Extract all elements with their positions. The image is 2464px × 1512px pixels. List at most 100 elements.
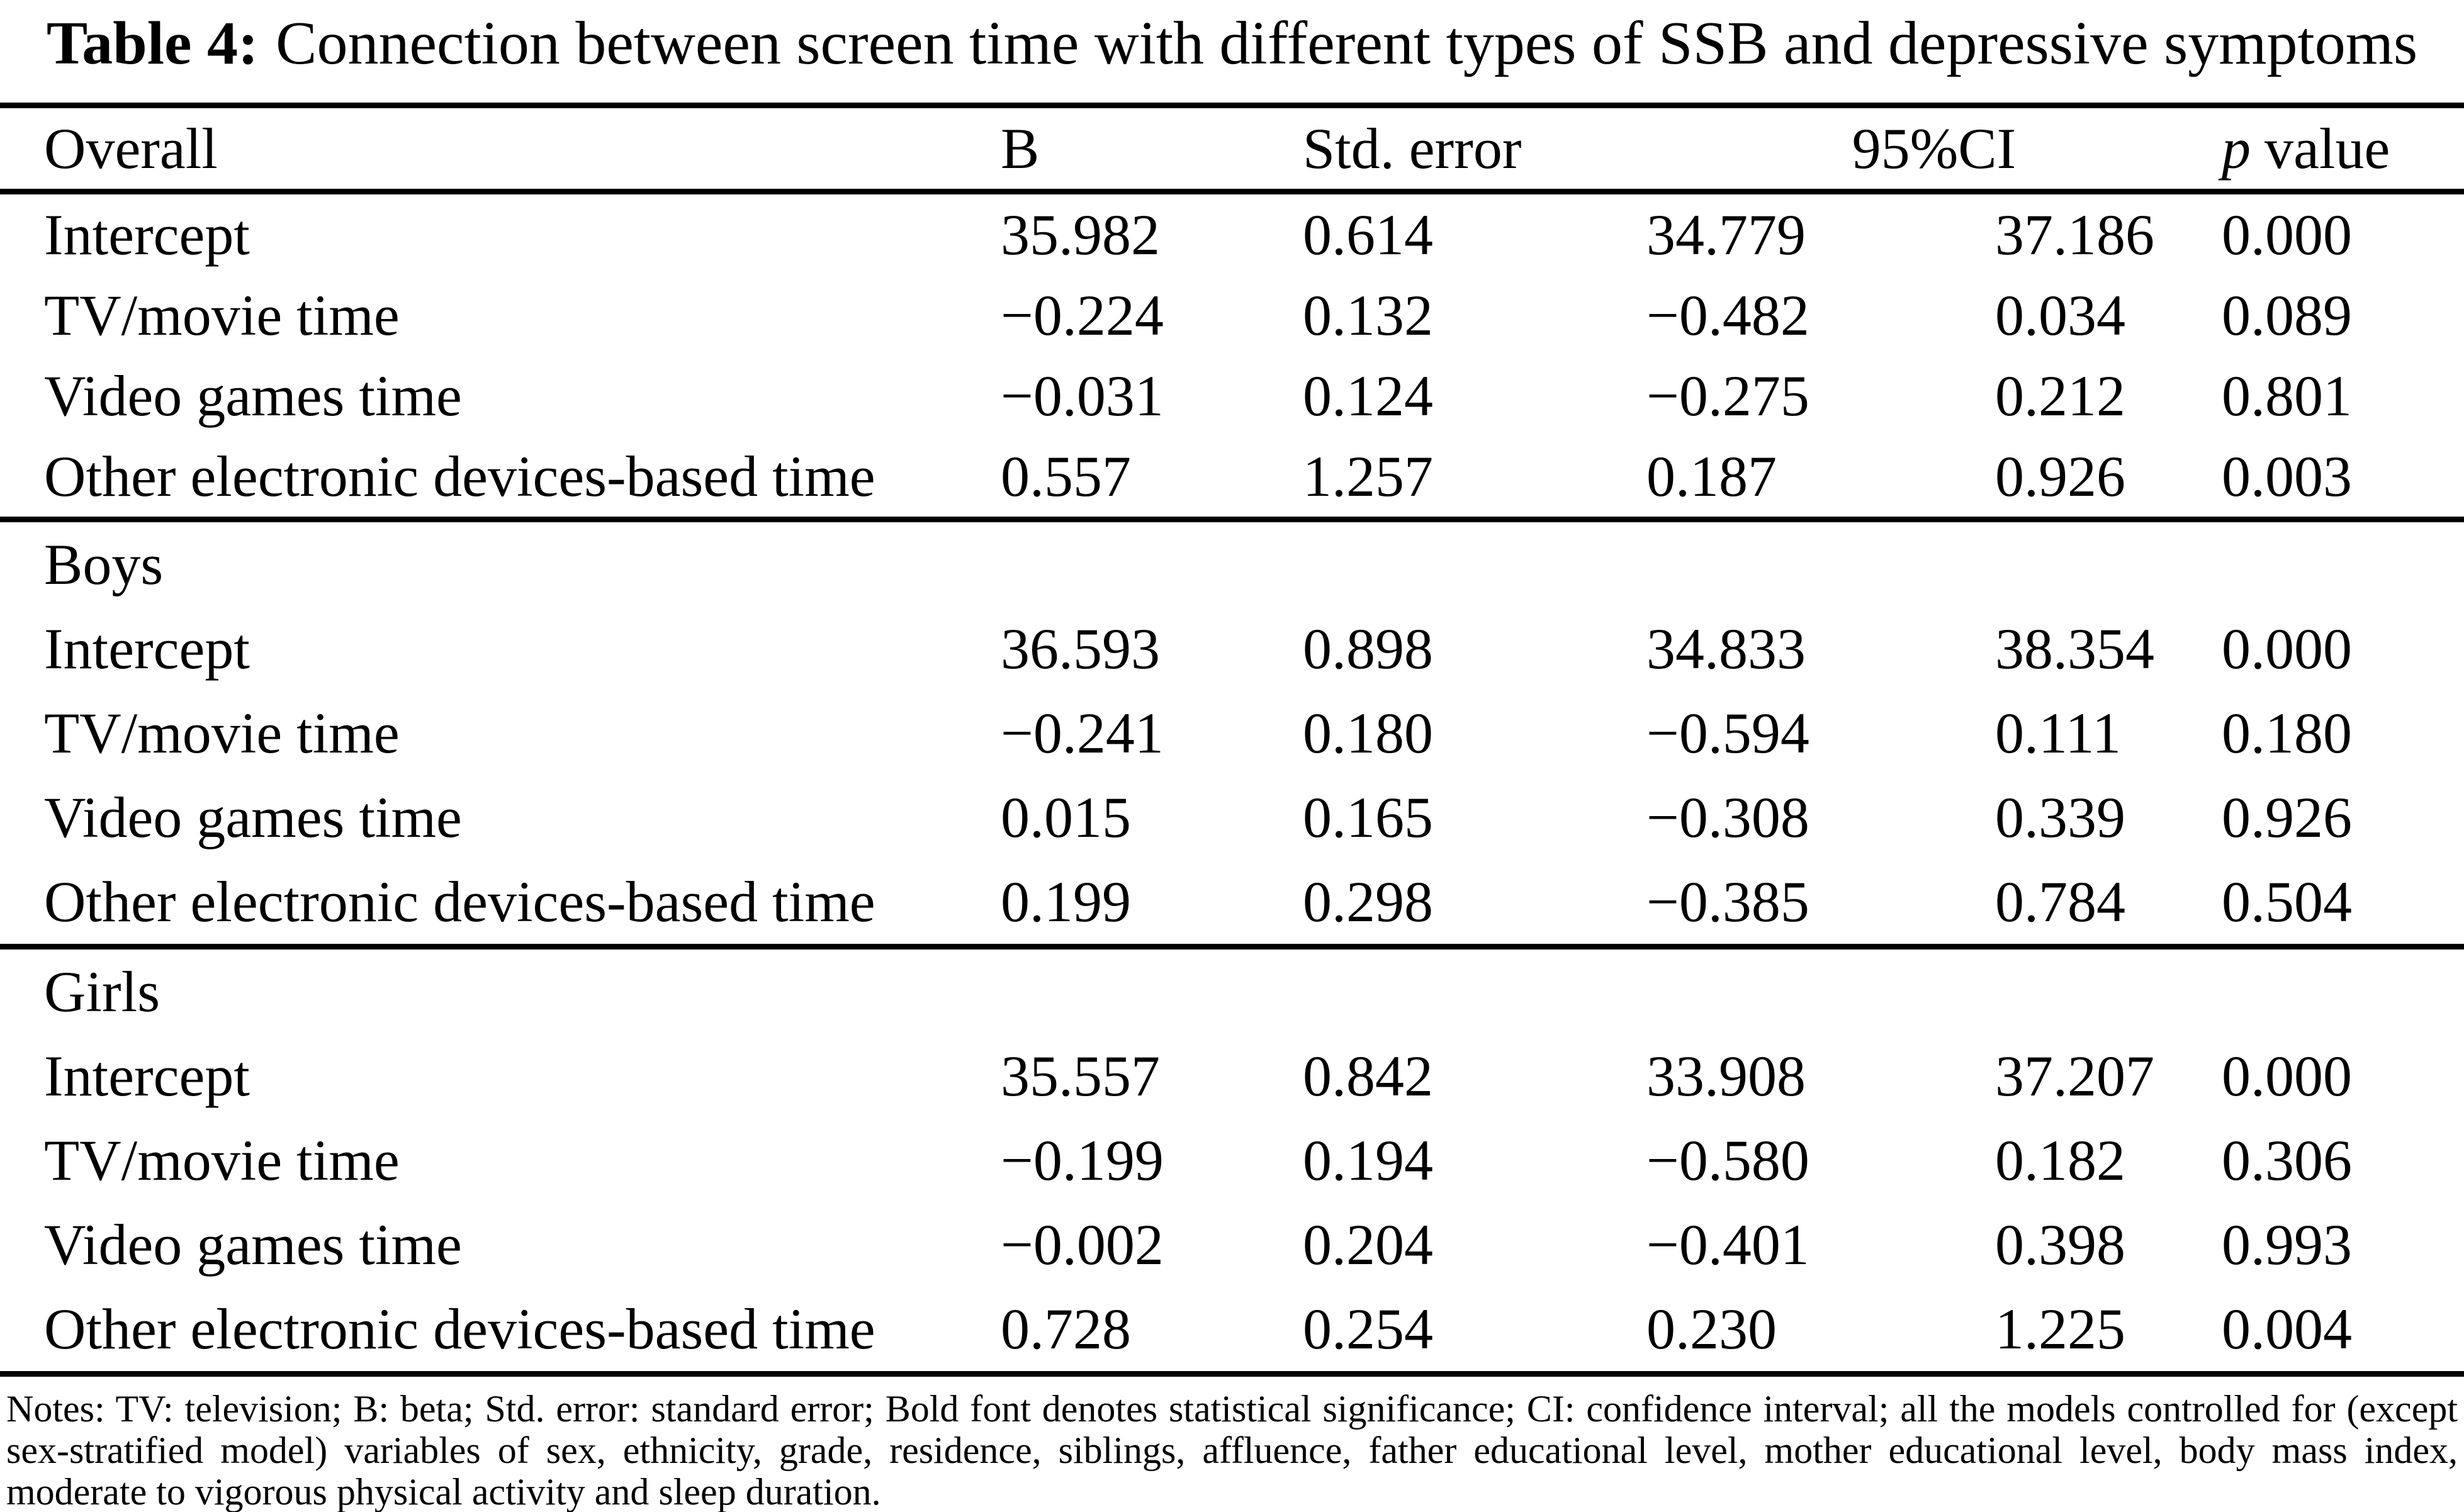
section-label: Girls [44, 960, 160, 1024]
row-label: TV/movie time [44, 701, 400, 765]
cell-p-value: 0.801 [2222, 364, 2352, 428]
cell-ci-low: −0.580 [1646, 1128, 1809, 1192]
row-label: Intercept [44, 1044, 250, 1108]
row-label: Video games time [44, 1212, 462, 1277]
cell-ci-low: −0.401 [1646, 1212, 1809, 1277]
cell-std-error: 0.254 [1303, 1297, 1433, 1361]
cell-ci-low: 0.230 [1646, 1297, 1777, 1361]
cell-p-value: 0.926 [2222, 785, 2352, 849]
cell-p-value: 0.180 [2222, 701, 2352, 765]
cell-ci-low: 34.779 [1646, 203, 1806, 267]
table-row: Other electronic devices-based time 0.19… [0, 860, 2464, 944]
cell-std-error: 0.124 [1303, 364, 1433, 428]
cell-p-value: 0.004 [2222, 1297, 2352, 1361]
cell-b: 0.015 [1001, 785, 1131, 849]
table-row: Intercept 35.557 0.842 33.908 37.207 0.0… [0, 1034, 2464, 1118]
row-label: Other electronic devices-based time [44, 444, 875, 508]
cell-ci-low: −0.482 [1646, 283, 1809, 347]
section-label: Boys [44, 532, 164, 596]
cell-std-error: 0.614 [1303, 203, 1433, 267]
cell-ci-low: −0.275 [1646, 364, 1809, 428]
header-p-value: p value [2222, 115, 2464, 182]
table-row: Other electronic devices-based time 0.72… [0, 1287, 2464, 1371]
row-label: Video games time [44, 785, 462, 849]
header-ci: 95%CI [1852, 116, 2017, 181]
cell-ci-high: 0.182 [1995, 1128, 2125, 1192]
cell-ci-low: −0.594 [1646, 701, 1809, 765]
cell-p-value: 0.000 [2222, 617, 2352, 681]
cell-std-error: 0.298 [1303, 870, 1433, 934]
table-row: Video games time −0.031 0.124 −0.275 0.2… [0, 356, 2464, 436]
cell-b: 0.728 [1001, 1297, 1131, 1361]
cell-b: −0.002 [1001, 1212, 1164, 1277]
cell-ci-high: 0.212 [1995, 364, 2125, 428]
cell-std-error: 0.132 [1303, 283, 1433, 347]
cell-b: −0.031 [1001, 364, 1164, 428]
cell-ci-high: 0.111 [1995, 701, 2122, 765]
section-header-row: Boys [0, 522, 2464, 607]
row-label: Video games time [44, 364, 462, 428]
section-girls: Girls Intercept 35.557 0.842 33.908 37.2… [0, 949, 2464, 1377]
cell-std-error: 0.898 [1303, 617, 1433, 681]
section-overall: Intercept 35.982 0.614 34.779 37.186 0.0… [0, 194, 2464, 522]
table-header-row: Overall B Std. error 95%CI p value [0, 103, 2464, 194]
section-header-row: Girls [0, 949, 2464, 1034]
table-row: Video games time 0.015 0.165 −0.308 0.33… [0, 775, 2464, 860]
section-boys: Boys Intercept 36.593 0.898 34.833 38.35… [0, 522, 2464, 949]
cell-ci-high: 37.207 [1995, 1044, 2154, 1108]
table-row: Other electronic devices-based time 0.55… [0, 436, 2464, 517]
cell-std-error: 1.257 [1303, 444, 1433, 508]
cell-ci-high: 0.784 [1995, 870, 2125, 934]
cell-std-error: 0.165 [1303, 785, 1433, 849]
table-caption: Table 4: Connection between screen time w… [0, 0, 2464, 103]
header-p-rest: value [2264, 116, 2390, 181]
cell-ci-high: 0.926 [1995, 444, 2125, 508]
cell-std-error: 0.842 [1303, 1044, 1433, 1108]
cell-ci-high: 1.225 [1995, 1297, 2125, 1361]
row-label: Other electronic devices-based time [44, 870, 875, 934]
cell-ci-low: −0.308 [1646, 785, 1809, 849]
cell-std-error: 0.204 [1303, 1212, 1433, 1277]
cell-std-error: 0.180 [1303, 701, 1433, 765]
cell-ci-high: 0.034 [1995, 283, 2125, 347]
cell-std-error: 0.194 [1303, 1128, 1433, 1192]
table-row: TV/movie time −0.224 0.132 −0.482 0.034 … [0, 275, 2464, 356]
cell-p-value: 0.504 [2222, 870, 2352, 934]
cell-ci-high: 0.339 [1995, 785, 2125, 849]
cell-ci-low: −0.385 [1646, 870, 1809, 934]
cell-b: 0.199 [1001, 870, 1131, 934]
cell-b: −0.224 [1001, 283, 1164, 347]
header-p-italic: p [2222, 116, 2251, 181]
cell-b: 35.982 [1001, 203, 1160, 267]
regression-table: Overall B Std. error 95%CI p value Interc… [0, 103, 2464, 1377]
header-group: Overall [44, 116, 218, 181]
cell-p-value: 0.993 [2222, 1212, 2352, 1277]
header-b: B [1001, 116, 1040, 181]
cell-p-value: 0.306 [2222, 1128, 2352, 1192]
table-caption-text: Connection between screen time with diff… [276, 9, 2418, 77]
cell-p-value: 0.000 [2222, 1044, 2352, 1108]
table-row: Intercept 36.593 0.898 34.833 38.354 0.0… [0, 607, 2464, 691]
table-row: TV/movie time −0.199 0.194 −0.580 0.182 … [0, 1118, 2464, 1202]
cell-ci-high: 38.354 [1995, 617, 2154, 681]
cell-p-value: 0.003 [2222, 444, 2352, 508]
cell-b: 36.593 [1001, 617, 1160, 681]
cell-p-value: 0.089 [2222, 283, 2352, 347]
table-notes: Notes: TV: television; B: beta; Std. err… [6, 1388, 2458, 1512]
row-label: Other electronic devices-based time [44, 1297, 875, 1361]
row-label: TV/movie time [44, 283, 400, 347]
table-number: Table 4: [46, 9, 259, 77]
cell-b: 35.557 [1001, 1044, 1160, 1108]
cell-ci-low: 0.187 [1646, 444, 1777, 508]
cell-ci-high: 0.398 [1995, 1212, 2125, 1277]
table-row: TV/movie time −0.241 0.180 −0.594 0.111 … [0, 691, 2464, 775]
cell-ci-low: 34.833 [1646, 617, 1806, 681]
row-label: Intercept [44, 617, 250, 681]
cell-ci-low: 33.908 [1646, 1044, 1806, 1108]
row-label: TV/movie time [44, 1128, 400, 1192]
header-std-error: Std. error [1303, 116, 1522, 181]
cell-b: 0.557 [1001, 444, 1131, 508]
cell-b: −0.199 [1001, 1128, 1164, 1192]
cell-ci-high: 37.186 [1995, 203, 2154, 267]
